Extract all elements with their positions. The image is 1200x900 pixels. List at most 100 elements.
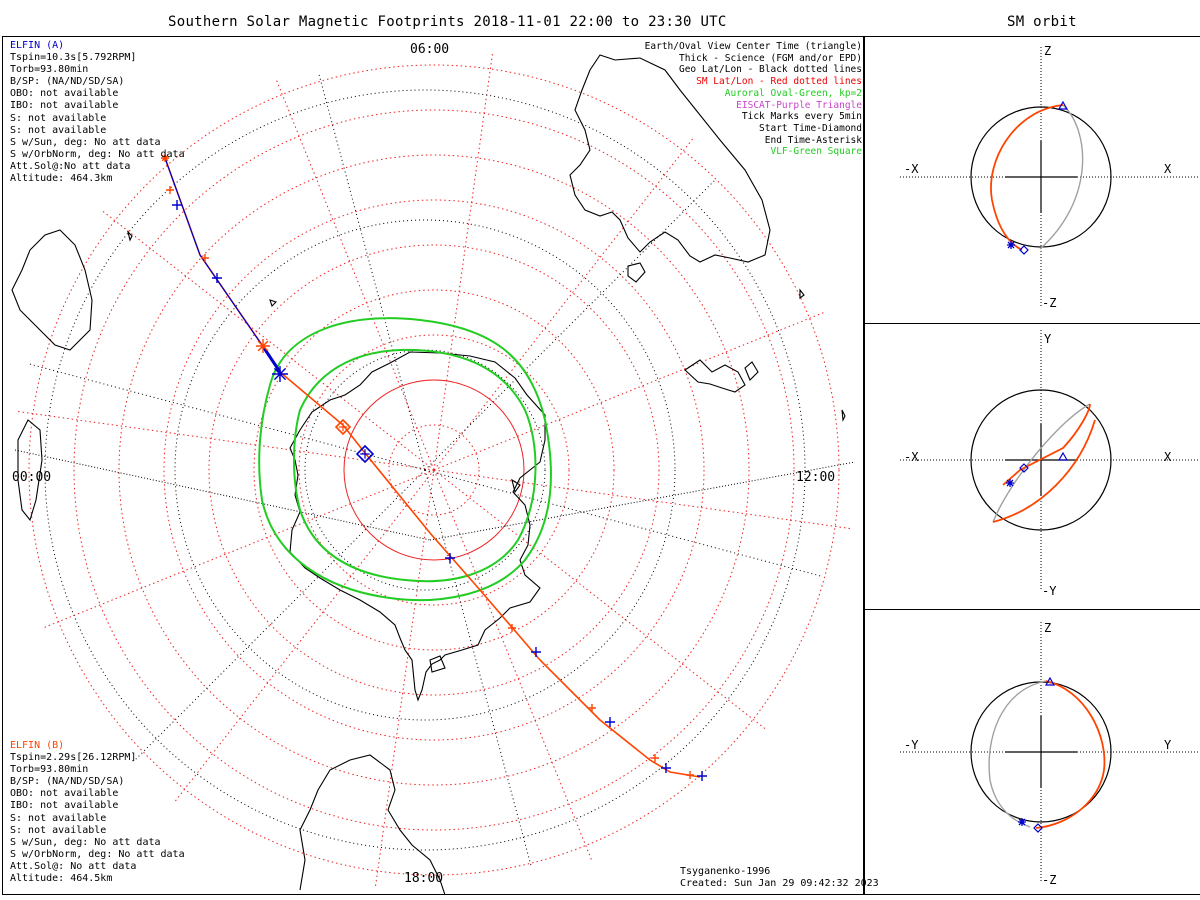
- sm-meridian: [44, 469, 435, 628]
- panel-3-up-label: Z: [1044, 621, 1052, 635]
- orbit-panel-3-frame: [864, 609, 1200, 895]
- geo-meridian: [424, 469, 822, 577]
- map-label-left: 00:00: [12, 470, 52, 485]
- tick-mark-a: [605, 717, 615, 727]
- credits: Tsyganenko-1996 Created: Sun Jan 29 09:4…: [680, 866, 879, 890]
- spacecraft-a-name: ELFIN (A): [10, 40, 65, 51]
- africa-coastline: [11, 229, 93, 351]
- spacecraft-b-line: S: not available: [10, 812, 107, 824]
- panel-3-right-label: Y: [1164, 738, 1172, 752]
- legend-item: SM Lat/Lon - Red dotted lines: [696, 76, 862, 88]
- spacecraft-a-info: ELFIN (A) Tspin=10.3s[5.792RPM] Torb=93.…: [10, 40, 185, 185]
- elfin-b-track: [164, 157, 701, 778]
- legend-item: Tick Marks every 5min: [741, 111, 862, 123]
- orbit-asterisk: [1018, 818, 1026, 826]
- orbit-path-gray: [992, 403, 1091, 523]
- spacecraft-a-line: Altitude: 464.3km: [10, 173, 113, 185]
- spacecraft-a-line: Att.Sol@:No att data: [10, 160, 131, 172]
- sm-latitude-circle: [73, 109, 795, 831]
- orbit-triangle: [1057, 451, 1069, 461]
- orbit-path-gray: [1039, 104, 1084, 250]
- legend-item: Auroral Oval-Green, kp=2: [724, 87, 862, 99]
- start-diamond-a: [355, 444, 375, 464]
- sm-latitude-circle: [343, 379, 525, 561]
- map-label-top: 06:00: [410, 42, 450, 57]
- orbit-path-red: [992, 403, 1096, 523]
- panel-1-right-label: X: [1164, 162, 1172, 176]
- orbit-panel-1-frame: [864, 36, 1200, 324]
- tick-mark-a: [212, 273, 222, 283]
- legend-item: Earth/Oval View Center Time (triangle): [644, 41, 862, 52]
- tick-mark-a: [531, 647, 541, 657]
- south-america-coastline: [299, 754, 446, 896]
- spacecraft-a-line: S: not available: [10, 124, 107, 136]
- tick-mark-a: [661, 763, 671, 773]
- tick-mark-b: [651, 754, 659, 762]
- orbit-triangle: [1057, 100, 1069, 110]
- geo-grid: [14, 73, 856, 867]
- spacecraft-b-name: ELFIN (B): [10, 740, 65, 751]
- panel-3-left-label: -Y: [904, 738, 919, 752]
- panel-3-down-label: -Z: [1042, 873, 1057, 887]
- start-diamond-b-cross: [338, 422, 348, 432]
- orbit-diamond: [1019, 463, 1029, 473]
- elfin-a-science-segment: [260, 344, 282, 373]
- spacecraft-b-line: Altitude: 464.5km: [10, 873, 113, 885]
- legend: Earth/Oval View Center Time (triangle) T…: [645, 41, 862, 158]
- sm-latitude-circle: [208, 244, 660, 696]
- spacecraft-a-line: S: not available: [10, 112, 107, 124]
- panel-2-drawing: [900, 330, 1198, 590]
- orbit-panel-2-frame: [864, 323, 1200, 610]
- map-label-bottom: 18:00: [404, 871, 444, 886]
- end-asterisk-a: [272, 366, 288, 382]
- spacecraft-b-line: Torb=93.80min: [10, 764, 89, 776]
- orbit-path-red: [990, 104, 1064, 251]
- geo-view-line: [14, 449, 431, 541]
- panel-1-down-label: -Z: [1042, 296, 1057, 310]
- orbit-asterisk: [1006, 479, 1014, 487]
- geo-meridian: [424, 469, 532, 867]
- orbit-diamond: [1033, 823, 1043, 833]
- orbit-asterisk: [1007, 241, 1015, 249]
- spacecraft-a-line: B/SP: (NA/ND/SD/SA): [10, 76, 125, 88]
- tasmania-coastline: [627, 262, 646, 283]
- sm-grid: [18, 54, 850, 886]
- auroral-oval-outer: [258, 317, 552, 602]
- spacecraft-b-line: Tspin=2.29s[26.12RPM]: [10, 752, 137, 764]
- spacecraft-b-line: IBO: not available: [10, 800, 119, 812]
- orbit-title: SM orbit: [1007, 14, 1077, 30]
- tick-mark-b: [686, 771, 694, 779]
- tick-mark-a: [445, 553, 455, 563]
- map-label-right: 12:00: [796, 470, 836, 485]
- orbit-triangle: [1044, 676, 1056, 686]
- spacecraft-a-line: OBO: not available: [10, 88, 119, 100]
- tick-mark-b: [201, 254, 209, 262]
- tick-mark-a: [697, 771, 707, 781]
- created-timestamp: Created: Sun Jan 29 09:42:32 2023: [680, 878, 879, 890]
- panel-2-up-label: Y: [1044, 332, 1052, 346]
- model-credit: Tsyganenko-1996: [680, 866, 771, 877]
- tick-mark-b: [588, 704, 596, 712]
- polar-map: [11, 54, 856, 896]
- spacecraft-b-info: ELFIN (B) Tspin=2.29s[26.12RPM] Torb=93.…: [10, 740, 185, 885]
- tick-mark-b: [508, 624, 516, 632]
- geo-view-line: [429, 461, 856, 541]
- start-asterisk-b: [161, 154, 169, 162]
- spacecraft-a-line: S w/Sun, deg: No att data: [10, 136, 161, 148]
- geo-latitude-circle: [174, 219, 676, 721]
- spacecraft-a-line: S w/OrbNorm, deg: No att data: [10, 148, 185, 160]
- orbit-path-red: [1035, 680, 1106, 829]
- legend-item: Thick - Science (FGM and/or EPD): [678, 52, 862, 64]
- geo-latitude-circle: [44, 89, 806, 851]
- legend-item: EISCAT-Purple Triangle: [736, 99, 862, 111]
- legend-item: Geo Lat/Lon - Black dotted lines: [678, 64, 862, 76]
- spacecraft-b-line: OBO: not available: [10, 788, 119, 800]
- panel-2-left-label: -X: [904, 450, 919, 464]
- sm-meridian: [433, 469, 850, 529]
- sm-latitude-circle: [163, 199, 705, 741]
- tick-mark-a: [172, 200, 182, 210]
- panel-1-left-label: -X: [904, 162, 919, 176]
- australia-coastline: [569, 54, 771, 263]
- start-diamond-a-cross: [360, 449, 370, 459]
